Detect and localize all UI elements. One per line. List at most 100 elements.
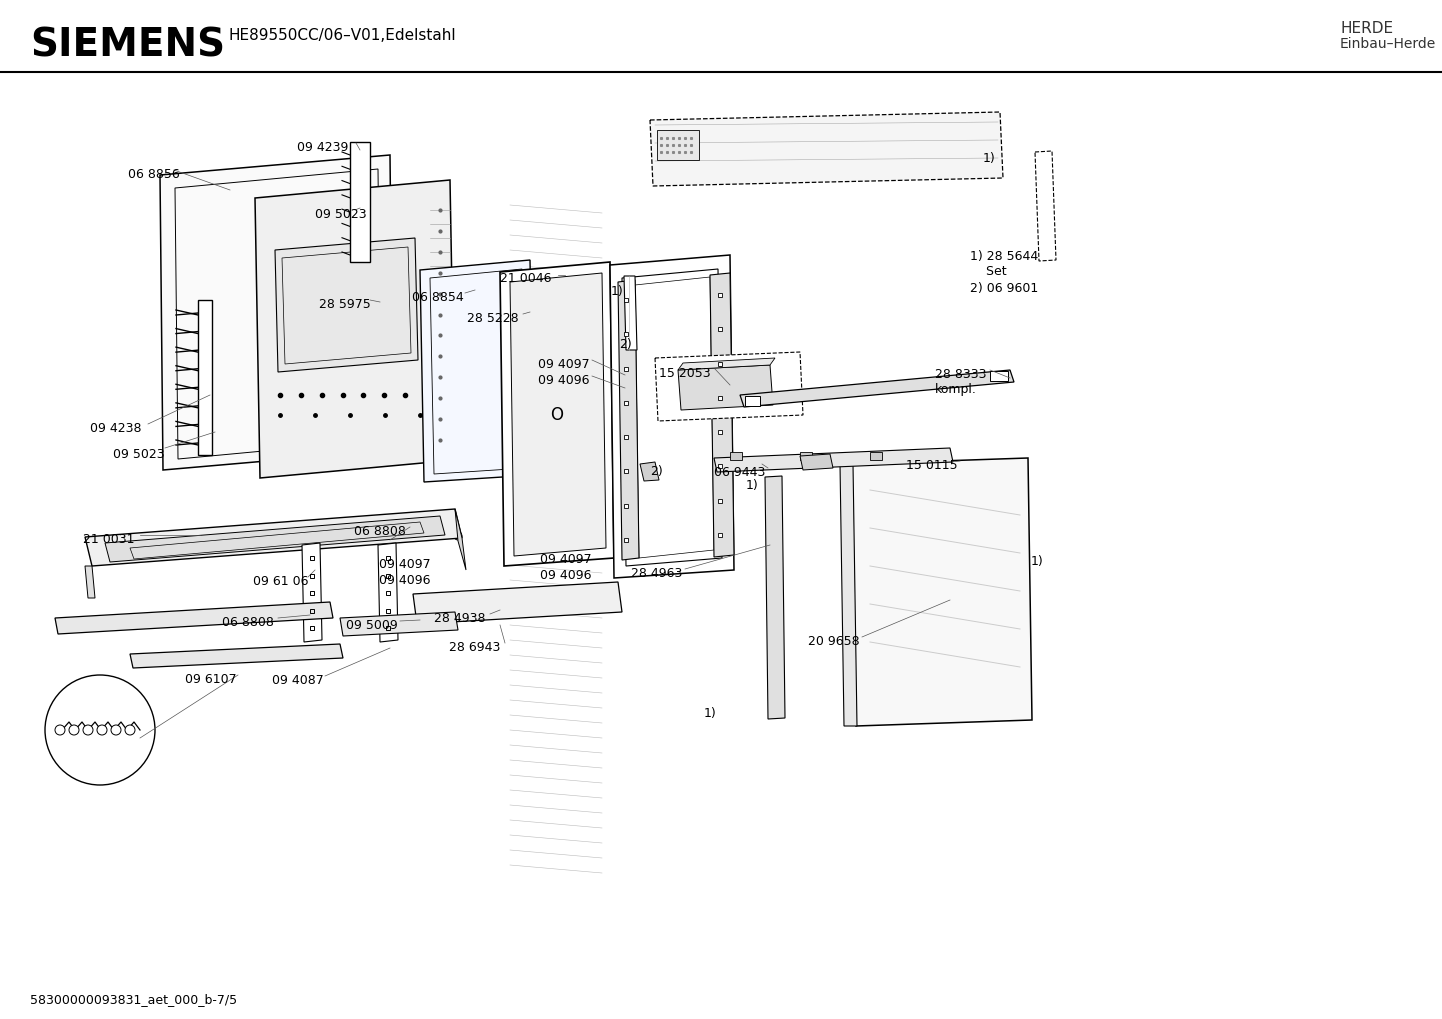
Polygon shape [85, 566, 95, 598]
Text: Einbau–Herde: Einbau–Herde [1340, 37, 1436, 51]
Circle shape [803, 141, 818, 155]
Text: 09 4239: 09 4239 [297, 141, 349, 154]
Text: Set: Set [970, 265, 1007, 278]
Text: 09 4238: 09 4238 [89, 422, 141, 435]
Bar [658, 130, 699, 160]
Circle shape [748, 136, 771, 160]
Text: 1): 1) [704, 707, 717, 720]
Text: 09 4096: 09 4096 [379, 574, 431, 587]
Text: 28 5975: 28 5975 [319, 298, 371, 311]
Text: 06 8808: 06 8808 [353, 525, 405, 538]
Polygon shape [275, 238, 418, 372]
Polygon shape [800, 454, 833, 470]
Text: 20 9658: 20 9658 [808, 635, 859, 648]
Polygon shape [130, 644, 343, 668]
Text: kompl.: kompl. [934, 383, 976, 396]
Circle shape [45, 675, 154, 785]
Text: 2): 2) [619, 338, 632, 351]
Polygon shape [841, 464, 857, 726]
Polygon shape [301, 543, 322, 642]
Text: 2): 2) [650, 465, 663, 478]
Circle shape [111, 725, 121, 735]
Circle shape [454, 532, 461, 540]
Circle shape [704, 141, 717, 155]
Circle shape [84, 725, 92, 735]
Circle shape [698, 136, 722, 160]
Circle shape [844, 136, 867, 160]
Bar [991, 371, 1008, 381]
Bar [870, 452, 883, 460]
Polygon shape [255, 180, 456, 478]
Polygon shape [740, 370, 1014, 407]
Text: 09 4097: 09 4097 [538, 358, 590, 371]
Polygon shape [412, 582, 622, 624]
Text: 1) 28 5644: 1) 28 5644 [970, 250, 1038, 263]
Polygon shape [678, 358, 774, 370]
Circle shape [125, 725, 136, 735]
Text: O: O [551, 406, 564, 424]
Text: 28 4938: 28 4938 [434, 612, 486, 625]
Polygon shape [624, 276, 637, 350]
Text: 09 4096: 09 4096 [539, 569, 591, 582]
Polygon shape [378, 543, 398, 642]
Text: 06 8856: 06 8856 [128, 168, 180, 181]
Text: 21 0046: 21 0046 [500, 272, 551, 285]
Circle shape [797, 136, 822, 160]
Text: 09 4096: 09 4096 [538, 374, 590, 387]
Polygon shape [640, 462, 659, 481]
Circle shape [848, 141, 862, 155]
Circle shape [893, 141, 907, 155]
Polygon shape [105, 516, 446, 562]
Polygon shape [766, 476, 784, 719]
Text: 06 9443: 06 9443 [714, 466, 766, 479]
Polygon shape [340, 612, 459, 636]
Circle shape [942, 141, 955, 155]
Polygon shape [55, 602, 333, 634]
Text: HERDE: HERDE [1340, 20, 1393, 36]
Text: 2) 06 9601: 2) 06 9601 [970, 282, 1038, 294]
Text: 21 0031: 21 0031 [84, 533, 134, 546]
Bar [746, 396, 760, 406]
Text: 1): 1) [983, 152, 996, 165]
Text: 15 2053: 15 2053 [659, 367, 711, 380]
Text: 28 4963: 28 4963 [632, 567, 682, 580]
Text: 58300000093831_aet_000_b-7/5: 58300000093831_aet_000_b-7/5 [30, 994, 236, 1007]
Polygon shape [610, 255, 734, 578]
Text: 28 5228: 28 5228 [467, 312, 519, 325]
Text: 15 0115: 15 0115 [906, 459, 957, 472]
Text: 1): 1) [1031, 555, 1044, 568]
Text: 09 5023: 09 5023 [112, 448, 164, 461]
Text: 06 8854: 06 8854 [412, 291, 464, 304]
Circle shape [888, 136, 911, 160]
Text: 1): 1) [611, 285, 624, 298]
Text: 09 4087: 09 4087 [273, 674, 324, 687]
Bar [800, 452, 812, 460]
Text: 28 6943: 28 6943 [448, 641, 500, 654]
Bar [198, 300, 212, 455]
Bar [730, 452, 743, 460]
Text: 09 6107: 09 6107 [185, 673, 236, 686]
Polygon shape [619, 280, 639, 560]
Circle shape [55, 725, 65, 735]
Circle shape [936, 136, 960, 160]
Text: 09 5023: 09 5023 [314, 208, 366, 221]
Polygon shape [500, 262, 614, 566]
Polygon shape [655, 352, 803, 421]
Polygon shape [1035, 151, 1056, 261]
Polygon shape [510, 273, 606, 556]
Polygon shape [420, 260, 534, 482]
Text: 09 5009: 09 5009 [346, 619, 398, 632]
Text: 09 61 06: 09 61 06 [252, 575, 309, 588]
Circle shape [753, 141, 767, 155]
Text: HE89550CC/06–V01,Edelstahl: HE89550CC/06–V01,Edelstahl [228, 28, 456, 43]
Text: SIEMENS: SIEMENS [30, 26, 225, 64]
Polygon shape [456, 510, 466, 570]
Text: 09 4097: 09 4097 [539, 553, 591, 566]
Polygon shape [678, 365, 773, 410]
Polygon shape [852, 458, 1032, 726]
Bar [350, 142, 371, 262]
Polygon shape [714, 448, 953, 472]
Circle shape [69, 725, 79, 735]
Text: 28 8333: 28 8333 [934, 368, 986, 381]
Polygon shape [85, 510, 461, 566]
